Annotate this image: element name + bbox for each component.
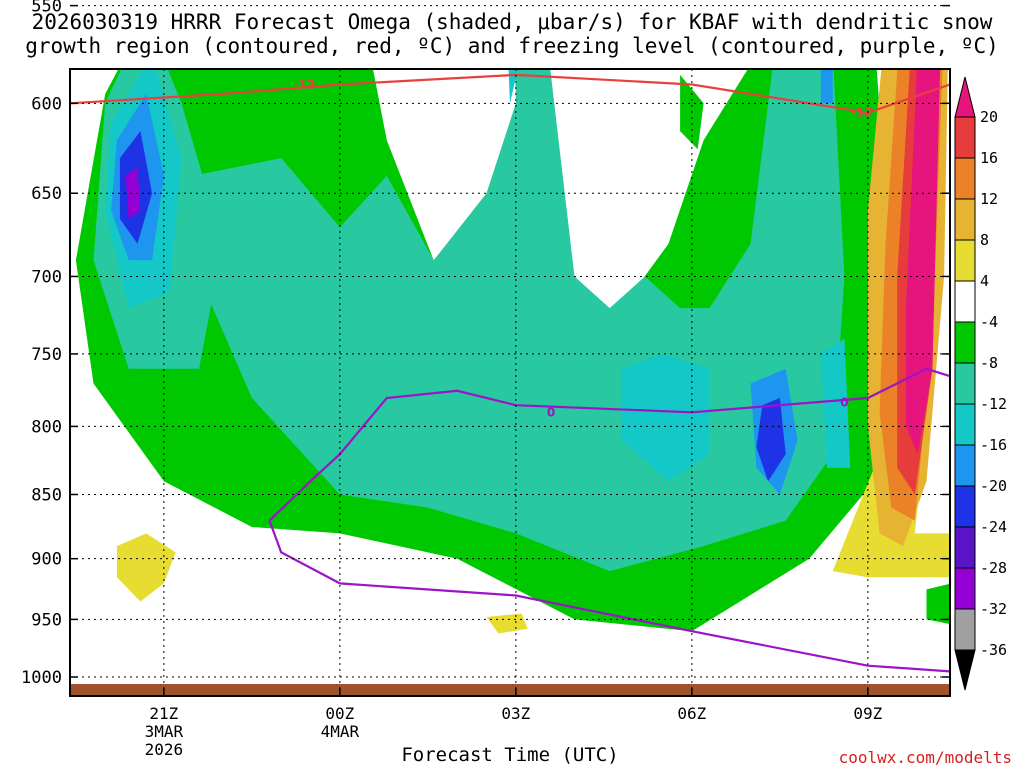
contour-label: -12: [851, 106, 873, 120]
colorbar-swatch: [954, 526, 976, 569]
xtick-sublabel: 3MAR: [145, 722, 184, 741]
ytick-label: 750: [31, 345, 62, 365]
omega-region-upward-28: [125, 167, 141, 219]
title-line-1: 2026030319 HRRR Forecast Omega (shaded, …: [31, 10, 993, 34]
colorbar-label: -36: [980, 641, 1007, 659]
ytick-label: 600: [31, 94, 62, 114]
colorbar-label: -24: [980, 518, 1007, 536]
xtick-label: 06Z: [677, 704, 706, 723]
contour-freezing-level: [268, 367, 950, 522]
colorbar-label: -12: [980, 395, 1007, 413]
colorbar-top-arrow: [954, 76, 976, 118]
colorbar-swatch: [954, 444, 976, 487]
ytick-label: 700: [31, 267, 62, 287]
ytick-label: 1000: [21, 668, 62, 688]
title-line-2: growth region (contoured, red, ºC) and f…: [25, 34, 999, 58]
xtick-label: 00Z: [325, 704, 354, 723]
xtick-label: 03Z: [501, 704, 530, 723]
colorbar-swatch: [954, 485, 976, 528]
ytick-label: 550: [31, 0, 62, 17]
colorbar-label: -8: [980, 354, 998, 372]
colorbar-label: 4: [980, 272, 989, 290]
colorbar-label: -20: [980, 477, 1007, 495]
omega-region-upward-16: [621, 353, 710, 482]
credit-link[interactable]: coolwx.com/modelts: [838, 748, 1012, 767]
omega-region-upward-24: [756, 398, 786, 482]
colorbar-swatch: [954, 198, 976, 241]
omega-region-upward-8: [926, 583, 950, 625]
omega-region-upward-16: [820, 338, 851, 468]
ytick-label: 850: [31, 485, 62, 505]
x-axis-label: Forecast Time (UTC): [401, 744, 619, 766]
contour-label: 0: [547, 405, 555, 419]
colorbar-swatch: [954, 362, 976, 405]
colorbar-label: 8: [980, 231, 989, 249]
colorbar-swatch: [954, 280, 976, 323]
omega-region-downward-20: [906, 69, 941, 455]
xtick-label: 09Z: [853, 704, 882, 723]
colorbar-bottom-arrow: [954, 649, 976, 691]
omega-region-upward-16: [508, 69, 518, 104]
colorbar-swatch: [954, 157, 976, 200]
colorbar-label: -32: [980, 600, 1007, 618]
ytick-label: 950: [31, 610, 62, 630]
ytick-label: 900: [31, 550, 62, 570]
colorbar-swatch: [954, 608, 976, 651]
terrain-strip: [70, 684, 950, 696]
contour-freezing-level-lower: [268, 520, 950, 673]
omega-region-downward-4: [486, 613, 528, 634]
omega-region-downward-4: [116, 533, 176, 602]
colorbar-swatch: [954, 567, 976, 610]
xtick-label: 21Z: [149, 704, 178, 723]
colorbar-swatch: [954, 403, 976, 446]
colorbar-swatch: [954, 321, 976, 364]
omega-region-upward-20: [820, 69, 833, 104]
plot-frame: [69, 68, 951, 697]
ytick-label: 800: [31, 417, 62, 437]
colorbar-label: 16: [980, 149, 998, 167]
colorbar-label: -16: [980, 436, 1007, 454]
colorbar-swatch: [954, 239, 976, 282]
xtick-sublabel: 2026: [145, 740, 184, 759]
colorbar-label: 20: [980, 108, 998, 126]
contour-label: 0: [840, 395, 848, 409]
xtick-sublabel: 4MAR: [321, 722, 360, 741]
contour-label: -12: [294, 77, 316, 91]
colorbar-label: -4: [980, 313, 998, 331]
colorbar-label: -28: [980, 559, 1007, 577]
colorbar-swatch: [954, 116, 976, 159]
ytick-label: 650: [31, 184, 62, 204]
colorbar-label: 12: [980, 190, 998, 208]
